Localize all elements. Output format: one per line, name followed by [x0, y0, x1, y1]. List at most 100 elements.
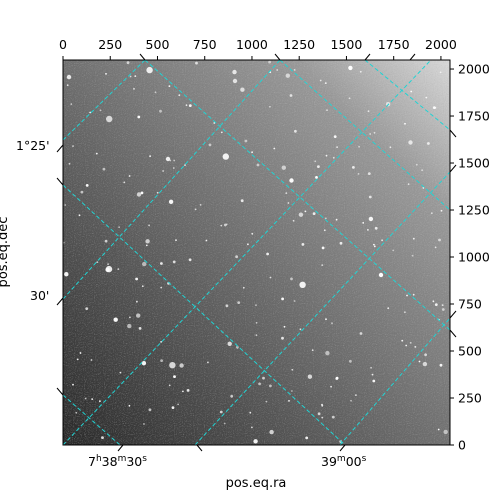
- svg-text:39m00s: 39m00s: [321, 454, 367, 469]
- star: [80, 190, 84, 194]
- x-tick-label: 1250: [283, 37, 315, 52]
- star: [311, 349, 314, 352]
- star: [79, 352, 82, 354]
- star: [324, 217, 327, 220]
- star: [314, 160, 317, 163]
- star: [285, 73, 290, 78]
- star: [292, 219, 295, 222]
- star: [240, 199, 244, 203]
- star: [171, 406, 175, 409]
- star: [72, 383, 74, 386]
- star: [127, 323, 132, 329]
- star: [160, 341, 163, 343]
- star: [331, 415, 335, 419]
- star: [177, 403, 180, 406]
- star: [422, 361, 428, 367]
- star: [269, 384, 272, 388]
- star: [281, 165, 286, 170]
- star: [141, 361, 147, 366]
- star: [128, 175, 131, 177]
- star: [145, 244, 148, 247]
- y-pixel-ticks: 0 250 500 750 1000 1250 1500 1750 2000: [450, 62, 490, 453]
- star: [409, 341, 412, 344]
- star: [104, 239, 108, 243]
- grid-line: [63, 60, 281, 300]
- star: [159, 109, 162, 113]
- star: [75, 411, 78, 414]
- star: [107, 263, 109, 265]
- star: [199, 204, 202, 206]
- star: [298, 212, 304, 217]
- star: [172, 260, 176, 264]
- star: [255, 334, 258, 336]
- star: [134, 75, 137, 77]
- star: [251, 426, 253, 429]
- star: [70, 103, 73, 105]
- star: [331, 322, 333, 325]
- star: [404, 122, 406, 125]
- star: [348, 97, 351, 100]
- star: [169, 362, 176, 369]
- world-tick-mark: [339, 444, 346, 452]
- star: [289, 94, 293, 97]
- x-axis-title: pos.eq.ra: [226, 476, 287, 491]
- star: [162, 170, 165, 172]
- x-pixel-ticks: 0 250 500 750 1000 1250 1500 1750 2000: [59, 37, 457, 60]
- x-tick-label: 1500: [331, 37, 363, 52]
- star: [359, 70, 362, 73]
- star: [247, 243, 249, 246]
- star: [222, 153, 229, 160]
- star: [99, 109, 102, 112]
- star: [439, 363, 443, 367]
- star: [332, 156, 335, 159]
- star: [266, 252, 269, 256]
- star: [441, 304, 444, 307]
- star: [281, 336, 284, 340]
- star: [273, 147, 276, 150]
- star: [249, 411, 252, 414]
- star: [142, 261, 147, 267]
- star: [414, 346, 417, 348]
- star: [401, 339, 404, 342]
- plot-frame: [62, 59, 451, 446]
- x-tick-label: 0: [59, 37, 67, 52]
- sky-image: [63, 60, 450, 445]
- star: [85, 307, 89, 310]
- star: [319, 79, 322, 82]
- star: [251, 232, 254, 235]
- star: [141, 285, 144, 288]
- star: [293, 300, 296, 302]
- star: [220, 224, 223, 227]
- star: [255, 321, 258, 324]
- star: [281, 297, 284, 301]
- star: [172, 167, 175, 169]
- star: [389, 146, 392, 149]
- star: [95, 152, 98, 155]
- star: [242, 286, 245, 289]
- y-tick-label: 750: [458, 297, 482, 312]
- star: [359, 332, 363, 335]
- star: [370, 366, 372, 369]
- star: [293, 69, 296, 71]
- star: [421, 169, 423, 172]
- star: [244, 139, 248, 143]
- star: [304, 210, 307, 213]
- star: [268, 60, 271, 64]
- ra-minutes: 39: [321, 454, 337, 469]
- star: [325, 154, 328, 157]
- star: [276, 69, 279, 71]
- world-tick-mark: [449, 329, 457, 338]
- star: [213, 122, 216, 124]
- x-tick-label: 2000: [425, 37, 457, 52]
- star: [138, 327, 142, 330]
- star: [168, 384, 171, 387]
- dec-label-1: 1°25': [16, 138, 50, 153]
- grid-line: [63, 60, 432, 445]
- star: [240, 87, 245, 92]
- star: [105, 267, 110, 272]
- world-tick-mark: [56, 177, 64, 186]
- star: [66, 74, 72, 80]
- star: [168, 199, 174, 204]
- star: [255, 304, 257, 306]
